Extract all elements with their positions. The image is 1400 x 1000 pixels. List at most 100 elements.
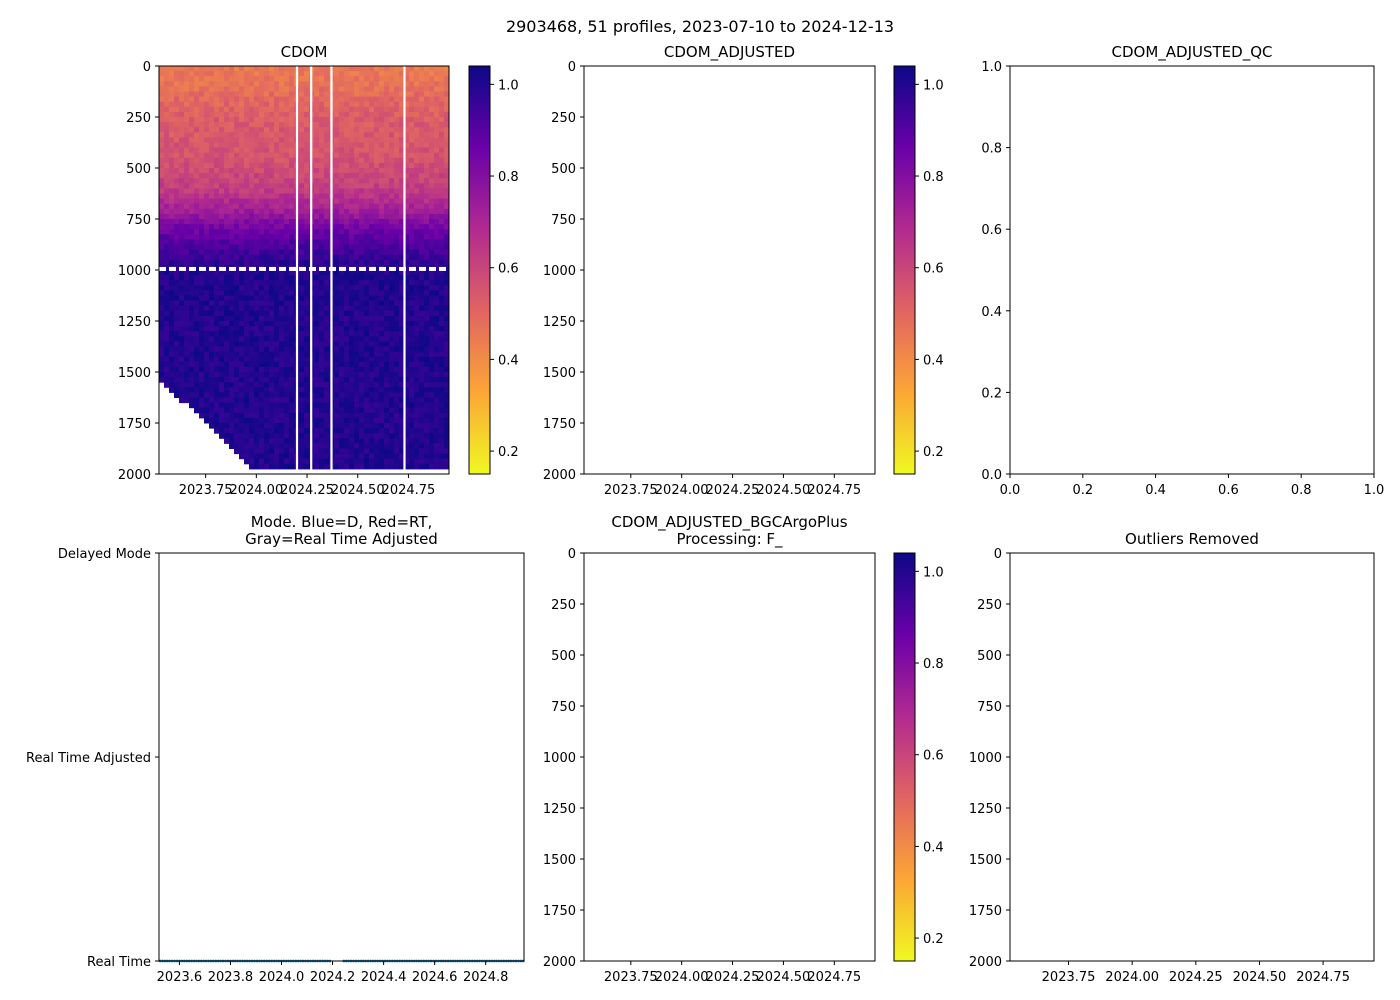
heatmap-cell [234,448,240,455]
heatmap-cell [194,305,200,312]
heatmap-cell [229,387,235,393]
heatmap-cell [374,254,380,261]
heatmap-cell [389,417,395,424]
heatmap-cell [204,213,210,220]
heatmap-cell [244,315,250,322]
heatmap-cell [394,315,400,322]
heatmap-cell [319,168,325,174]
heatmap-cell [284,366,290,373]
heatmap-cell [184,275,190,281]
heatmap-cell [214,428,220,434]
heatmap-cell [304,219,310,225]
heatmap-cell [229,213,235,220]
heatmap-cell [424,443,430,449]
heatmap-cell [214,178,220,184]
y-tick-label: Real Time Adjusted [26,751,151,766]
heatmap-cell [439,326,445,332]
heatmap-cell [324,453,330,460]
heatmap-cell [219,402,225,409]
heatmap-cell [314,377,320,383]
heatmap-cell [389,285,395,291]
heatmap-cell [159,132,165,138]
heatmap-cell [439,178,445,184]
heatmap-cell [289,346,295,353]
heatmap-cell [384,239,390,245]
heatmap-cell [439,147,445,154]
heatmap-cell [374,290,380,296]
heatmap-cell [444,147,449,154]
heatmap-cell [199,331,205,337]
heatmap-cell [334,310,340,317]
heatmap-cell [234,152,240,159]
heatmap-cell [209,132,215,138]
heatmap-cell [239,321,245,327]
heatmap-cell [444,132,449,138]
heatmap-cell [189,239,195,245]
heatmap-cell [314,188,320,194]
heatmap-cell [319,66,325,72]
heatmap-cell [379,117,385,123]
heatmap-cell [389,224,395,230]
heatmap-cell [289,392,295,398]
heatmap-cell [269,290,275,296]
heatmap-cell [269,234,275,240]
heatmap-cell [404,361,410,368]
heatmap-cell [334,372,340,378]
heatmap-cell [369,193,375,200]
heatmap-cell [429,66,435,72]
heatmap-cell [204,341,210,347]
heatmap-cell [224,315,230,322]
heatmap-cell [274,310,280,317]
heatmap-cell [254,239,260,245]
heatmap-cell [324,341,330,347]
heatmap-cell [169,111,175,118]
heatmap-cell [414,127,420,133]
heatmap-cell [419,178,425,184]
heatmap-cell [259,111,265,118]
heatmap-cell [214,402,220,409]
heatmap-cell [404,433,410,439]
heatmap-cell [199,183,205,189]
heatmap-cell [254,382,260,388]
heatmap-cell [194,229,200,235]
heatmap-cell [264,91,270,98]
heatmap-cell [364,224,370,230]
heatmap-cell [369,208,375,215]
heatmap-cell [224,81,230,87]
heatmap-cell [169,377,175,383]
heatmap-cell [184,147,190,154]
heatmap-cell [314,361,320,368]
heatmap-cell [269,305,275,312]
heatmap-cell [254,249,260,256]
heatmap-cell [299,219,305,225]
heatmap-cell [189,397,195,404]
heatmap-cell [279,382,285,388]
heatmap-cell [439,407,445,414]
heatmap-cell [409,336,415,342]
heatmap-cell [374,341,380,347]
heatmap-cell [174,183,180,189]
heatmap-cell [344,412,350,419]
heatmap-cell [209,254,215,261]
heatmap-cell [164,173,170,179]
heatmap-cell [384,448,390,455]
heatmap-cell [424,295,430,302]
heatmap-cell [374,402,380,409]
heatmap-cell [304,315,310,322]
heatmap-cell [334,117,340,123]
heatmap-cell [314,458,320,465]
heatmap-cell [404,382,410,388]
heatmap-cell [319,448,325,455]
heatmap-cell [159,183,165,189]
heatmap-cell [429,361,435,368]
heatmap-cell [439,331,445,337]
heatmap-cell [239,407,245,414]
heatmap-cell [404,162,410,169]
heatmap-cell [239,86,245,92]
heatmap-cell [289,336,295,342]
heatmap-cell [274,453,280,460]
heatmap-cell [249,275,255,281]
heatmap-cell [409,66,415,72]
heatmap-cell [324,280,330,286]
heatmap-cell [249,326,255,332]
